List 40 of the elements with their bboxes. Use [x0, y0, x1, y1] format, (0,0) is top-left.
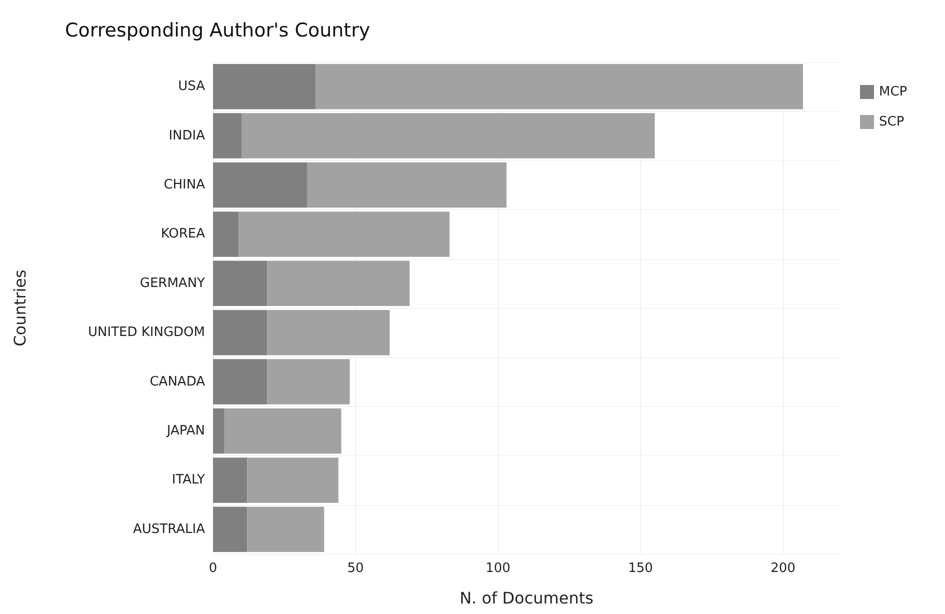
- bar: [213, 64, 316, 110]
- bar: [242, 113, 655, 158]
- x-tick-label: 100: [486, 561, 510, 576]
- bar: [213, 113, 242, 158]
- x-tick-label: 0: [208, 561, 218, 576]
- bar: [247, 458, 338, 503]
- bar: [213, 162, 308, 208]
- bar: [213, 260, 268, 306]
- y-tick-label: JAPAN: [166, 424, 205, 438]
- bar: [213, 506, 248, 552]
- y-tick-label: USA: [178, 79, 206, 94]
- bar: [213, 359, 268, 404]
- bar: [238, 212, 450, 257]
- legend-label: MCP: [879, 84, 908, 100]
- chart-title: Corresponding Author's Country: [65, 20, 370, 42]
- x-tick-label: 50: [347, 561, 364, 576]
- legend-label: SCP: [879, 114, 904, 130]
- bar: [247, 506, 324, 552]
- bar: [316, 64, 803, 110]
- bar: [213, 408, 224, 454]
- bar: [267, 310, 390, 356]
- x-axis-title: N. of Documents: [460, 588, 594, 608]
- bar: [267, 359, 350, 404]
- y-tick-label: INDIA: [168, 128, 206, 144]
- bar: [267, 260, 410, 306]
- x-tick-label: 200: [770, 561, 796, 576]
- x-tick-label: 150: [628, 561, 653, 576]
- y-tick-label: GERMANY: [140, 276, 206, 291]
- bar: [213, 212, 239, 257]
- bar: [224, 408, 342, 454]
- y-tick-label: AUSTRALIA: [133, 522, 206, 537]
- bar: [213, 458, 248, 503]
- bar: [213, 310, 268, 356]
- y-tick-label: CHINA: [164, 178, 206, 192]
- y-tick-label: CANADA: [150, 374, 206, 390]
- bar: [307, 162, 507, 208]
- y-tick-label: UNITED KINGDOM: [88, 325, 205, 340]
- y-axis-title: Countries: [10, 270, 30, 346]
- y-tick-label: ITALY: [172, 472, 206, 488]
- y-tick-label: KOREA: [160, 226, 206, 242]
